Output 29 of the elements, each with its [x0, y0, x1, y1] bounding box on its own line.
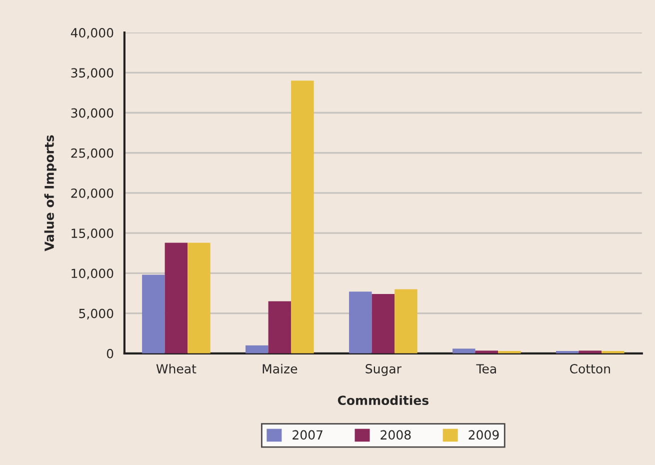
y-tick-label: 20,000: [71, 188, 114, 200]
y-axis-title: Value of Imports: [44, 135, 56, 252]
bar: [394, 289, 418, 354]
x-tick-label: Wheat: [156, 364, 196, 374]
legend-label: 2009: [468, 430, 499, 440]
bar: [164, 242, 188, 354]
y-tick-label: 35,000: [71, 68, 114, 79]
bar: [188, 242, 210, 354]
bar: [246, 345, 268, 354]
bar: [142, 274, 165, 354]
bar: [349, 292, 372, 354]
legend-label: 2007: [292, 430, 322, 440]
legend-label: 2008: [380, 430, 411, 440]
x-tick-label: Tea: [476, 364, 496, 374]
y-tick-label: 10,000: [72, 268, 114, 280]
y-tick-label: 0: [106, 348, 114, 358]
bar: [452, 348, 476, 354]
x-tick-label: Sugar: [366, 364, 402, 376]
bar: [372, 294, 395, 354]
y-tick-label: 15,000: [72, 228, 114, 240]
x-axis-title: Commodities: [338, 395, 428, 406]
y-tick-label: 5,000: [79, 308, 114, 320]
y-tick-label: 40,000: [70, 28, 114, 39]
bar: [291, 80, 314, 354]
x-tick-label: Cotton: [570, 364, 610, 374]
x-tick-label: Maize: [262, 364, 298, 374]
y-tick-label: 25,000: [71, 148, 114, 160]
y-tick-label: 30,000: [71, 108, 114, 119]
bar: [268, 301, 292, 354]
